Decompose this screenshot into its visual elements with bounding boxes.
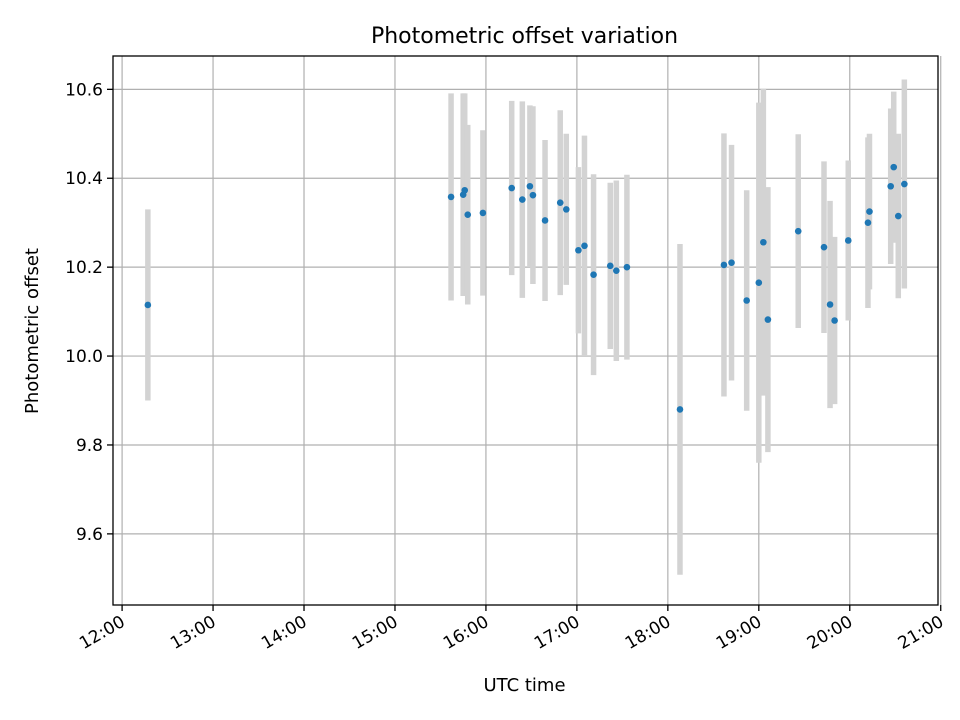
data-point bbox=[461, 187, 468, 194]
x-tick-label: 18:00 bbox=[622, 612, 674, 654]
data-point bbox=[607, 263, 614, 270]
x-axis-ticks: 12:00 13:00 14:00 15:00 16:00 17:00 18:00 19:00… bbox=[76, 605, 947, 654]
data-point bbox=[721, 262, 728, 269]
data-point bbox=[145, 302, 152, 309]
chart-title: Photometric offset variation bbox=[371, 24, 678, 49]
point-layer bbox=[145, 164, 908, 413]
data-point bbox=[866, 208, 873, 215]
x-tick-label: 13:00 bbox=[167, 612, 219, 654]
data-point bbox=[542, 217, 549, 224]
plot-frame bbox=[113, 56, 938, 605]
data-point bbox=[575, 247, 582, 254]
data-point bbox=[530, 192, 537, 199]
data-point bbox=[728, 259, 735, 266]
data-point bbox=[624, 264, 631, 271]
data-point bbox=[527, 183, 534, 190]
data-point bbox=[563, 206, 570, 213]
data-point bbox=[519, 196, 526, 203]
y-tick-label: 10.0 bbox=[65, 347, 103, 367]
x-tick-label: 21:00 bbox=[895, 612, 947, 654]
x-tick-label: 16:00 bbox=[440, 612, 492, 654]
y-tick-label: 10.4 bbox=[65, 169, 103, 189]
grid-layer bbox=[113, 56, 941, 605]
data-point bbox=[760, 239, 767, 246]
data-point bbox=[845, 237, 852, 244]
y-tick-label: 10.6 bbox=[65, 80, 103, 100]
data-point bbox=[581, 243, 588, 250]
data-point bbox=[480, 210, 487, 217]
y-axis-label: Photometric offset bbox=[22, 248, 43, 414]
y-axis-ticks: 9.6 9.8 10.0 10.2 10.4 10.6 bbox=[65, 80, 113, 545]
y-tick-label: 10.2 bbox=[65, 258, 103, 278]
data-point bbox=[613, 267, 620, 274]
data-point bbox=[795, 228, 802, 235]
x-axis-label: UTC time bbox=[483, 675, 565, 696]
data-point bbox=[743, 297, 750, 304]
data-point bbox=[895, 213, 902, 220]
y-tick-label: 9.6 bbox=[76, 525, 103, 545]
x-tick-label: 17:00 bbox=[531, 612, 583, 654]
x-tick-label: 19:00 bbox=[713, 612, 765, 654]
x-tick-label: 20:00 bbox=[804, 612, 856, 654]
data-point bbox=[557, 199, 564, 206]
data-point bbox=[448, 194, 455, 201]
data-point bbox=[590, 271, 597, 278]
data-point bbox=[865, 219, 872, 226]
data-point bbox=[890, 164, 897, 171]
errorbar-layer bbox=[148, 80, 904, 575]
x-tick-label: 14:00 bbox=[258, 612, 310, 654]
y-tick-label: 9.8 bbox=[76, 436, 103, 456]
data-point bbox=[887, 183, 894, 190]
data-point bbox=[765, 316, 772, 323]
x-tick-label: 15:00 bbox=[349, 612, 401, 654]
data-point bbox=[901, 181, 908, 188]
x-tick-label: 12:00 bbox=[76, 612, 128, 654]
data-point bbox=[827, 301, 834, 308]
data-point bbox=[464, 211, 471, 218]
data-point bbox=[508, 185, 515, 192]
data-point bbox=[677, 406, 684, 413]
data-point bbox=[831, 317, 838, 324]
data-point bbox=[821, 244, 828, 251]
data-point bbox=[756, 279, 763, 286]
